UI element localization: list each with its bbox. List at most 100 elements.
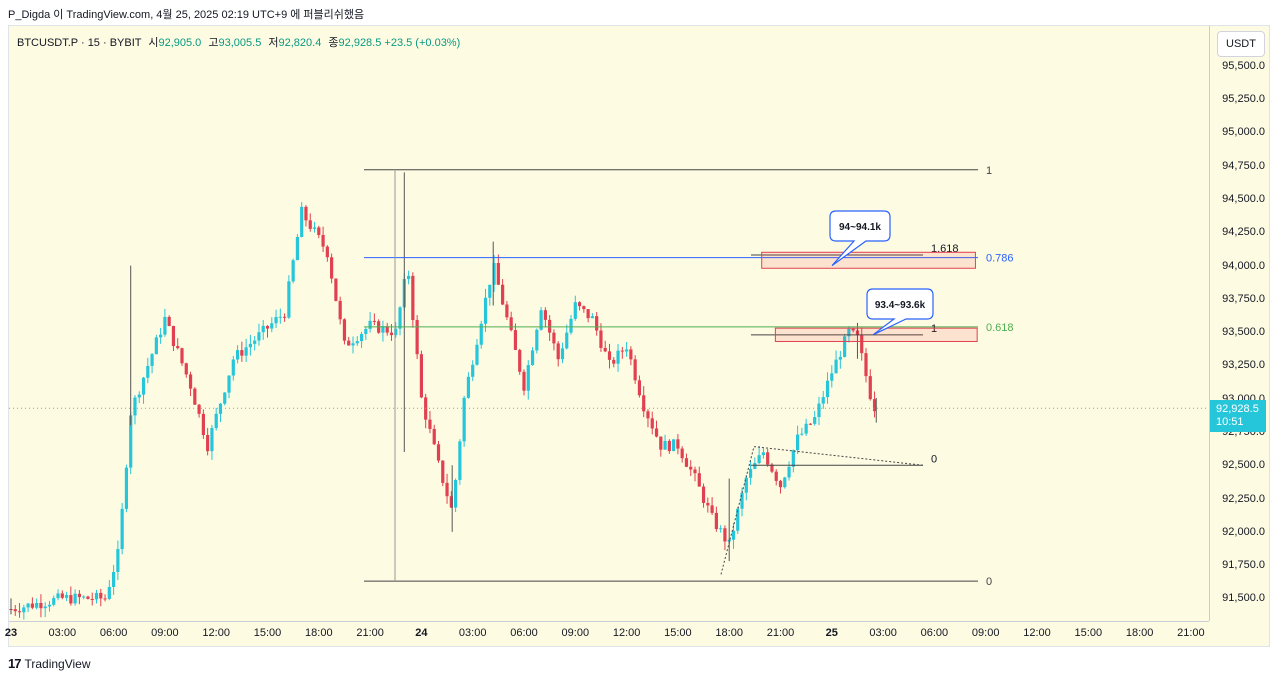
candle-body: [659, 436, 663, 450]
callout-bubble[interactable]: [829, 210, 891, 267]
candle-body: [770, 464, 774, 472]
fib-ext-label: 0: [931, 453, 937, 465]
price-scale[interactable]: USDT 91,500.0 91,750.0 92,000.0 92,250.0 92,…: [1209, 26, 1271, 621]
candle-body: [629, 349, 633, 360]
price-tick: 94,750.0: [1222, 159, 1265, 172]
high-value: 93,005.5: [218, 37, 262, 49]
candle-body: [483, 297, 488, 324]
candle-body: [471, 364, 475, 377]
fib-ext-trend: [720, 446, 755, 575]
time-tick: 23: [4, 627, 18, 639]
candle-body: [201, 413, 205, 436]
candle-body: [312, 227, 317, 229]
time-tick: 24: [415, 627, 428, 639]
time-tick: 03:00: [458, 627, 487, 639]
candle-body: [496, 262, 500, 285]
candle-body: [535, 329, 539, 351]
time-tick: 06:00: [920, 627, 949, 639]
candle-body: [86, 596, 90, 599]
candle-body: [513, 330, 518, 350]
candle-body: [436, 444, 441, 461]
candle-body: [325, 246, 329, 258]
candle-body: [783, 477, 787, 488]
callout-bubble[interactable]: [866, 288, 934, 336]
candle-body: [509, 317, 513, 331]
open-value: 92,905.0: [158, 37, 202, 49]
candle-body: [847, 328, 851, 337]
candle-body: [26, 603, 30, 608]
price-zone[interactable]: [774, 327, 978, 342]
candle-body: [492, 262, 496, 285]
candle-body: [864, 353, 868, 377]
candle-body: [817, 403, 821, 418]
fib-ext-trend: [753, 446, 924, 466]
candle-body: [505, 304, 509, 318]
candle-body: [582, 306, 586, 310]
candle-body: [133, 397, 137, 416]
candle-body: [791, 450, 795, 467]
candle-body: [543, 310, 547, 320]
price-tick: 91,750.0: [1222, 559, 1265, 572]
candle-body: [120, 508, 124, 550]
open-label: 시: [148, 37, 159, 49]
candle-body: [654, 428, 659, 437]
candle-body: [317, 227, 321, 236]
candle-body: [124, 467, 129, 509]
currency-button[interactable]: USDT: [1217, 31, 1265, 57]
candle-body: [107, 586, 111, 599]
candle-body: [99, 592, 103, 599]
candle-body: [347, 340, 351, 346]
candle-body: [103, 598, 107, 600]
time-tick: 12:00: [1023, 627, 1051, 639]
time-tick: 12:00: [202, 627, 230, 639]
last-price-value: 92,928.5: [1216, 403, 1259, 416]
candle-body: [740, 492, 744, 509]
callout-label: 93.4~93.6k: [875, 300, 926, 311]
candle-body: [719, 528, 723, 530]
candle-body: [355, 341, 359, 344]
time-scale[interactable]: 23 03:00 06:00 09:00 12:00 15:00 18:00 21:00 24 0…: [5, 621, 1209, 648]
candle-body: [415, 320, 419, 355]
candle-body: [398, 307, 402, 329]
candle-body: [69, 595, 73, 604]
candle-body: [565, 332, 569, 349]
candle-body: [368, 320, 372, 329]
candle-body: [372, 320, 376, 322]
candle-body: [642, 395, 646, 412]
candle-body: [633, 359, 637, 381]
candle-body: [787, 466, 791, 478]
candle-body: [244, 347, 248, 356]
candle-body: [47, 604, 52, 607]
time-tick: 21:00: [1177, 627, 1205, 639]
candle-body: [526, 365, 530, 391]
time-tick: 03:00: [869, 627, 897, 639]
candle-body: [796, 434, 800, 451]
candle-body: [22, 607, 26, 613]
candle-body: [137, 394, 141, 398]
candle-body: [714, 512, 718, 530]
candle-body: [458, 441, 462, 480]
candle-body: [834, 359, 838, 374]
candle-body: [35, 602, 39, 608]
candle-body: [163, 316, 167, 335]
candle-body: [466, 376, 471, 398]
price-tick: 93,250.0: [1222, 359, 1265, 372]
candle-body: [235, 350, 240, 360]
last-price-label: 92,928.5 10:51: [1210, 400, 1266, 433]
price-zone[interactable]: [761, 251, 976, 269]
candle-body: [689, 466, 693, 470]
tradingview-logo[interactable]: 17 TradingView: [8, 656, 91, 671]
candle-body: [270, 323, 274, 329]
time-tick: 15:00: [253, 627, 282, 639]
candle-body: [676, 439, 680, 449]
candle-body: [663, 440, 667, 450]
candle-body: [825, 380, 830, 398]
candle-body: [150, 354, 154, 366]
price-tick: 92,500.0: [1222, 459, 1265, 472]
candle-body: [82, 596, 86, 598]
candle-body: [432, 428, 436, 445]
candle-body: [813, 417, 817, 424]
